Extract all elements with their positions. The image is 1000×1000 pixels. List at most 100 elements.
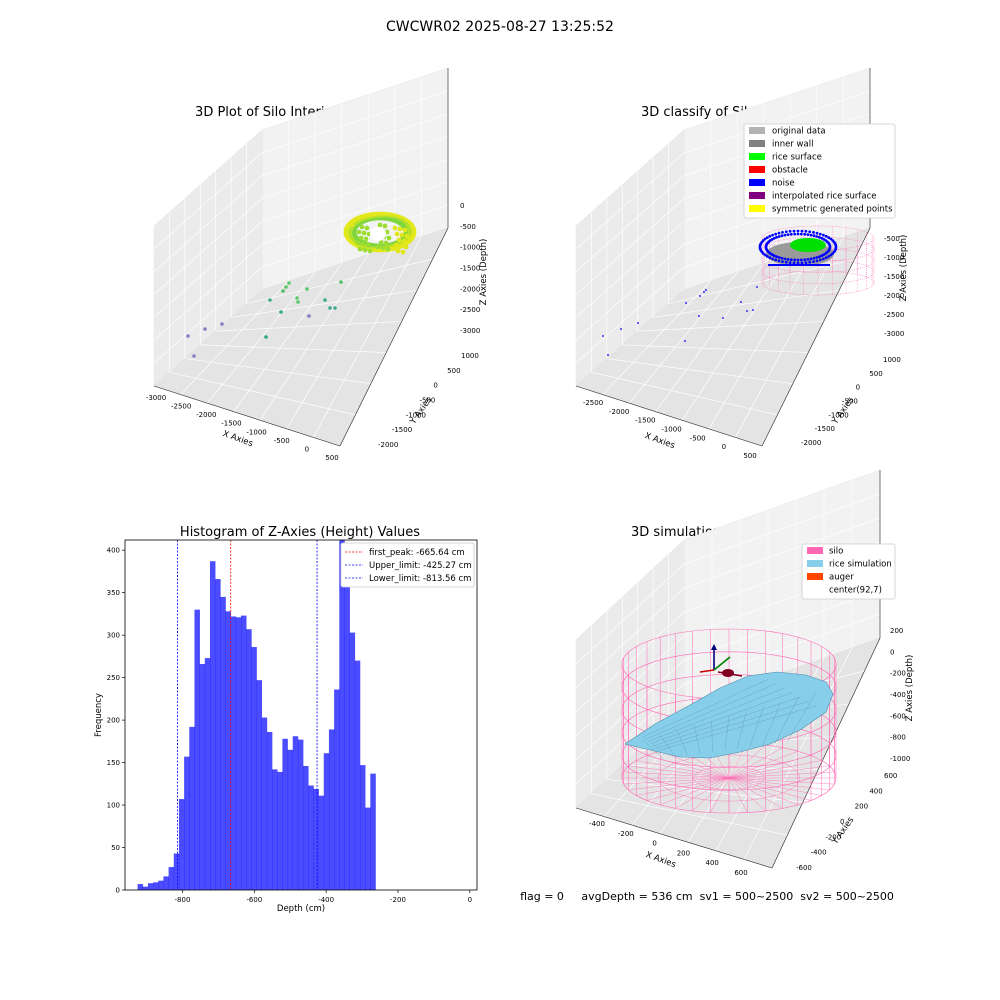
- grid-line: [575, 613, 881, 785]
- simulation-y-tick: -400: [811, 849, 827, 857]
- y-tick-label: 250: [107, 674, 120, 682]
- raw-cluster-point: [360, 241, 366, 247]
- raw-z-tick: -1500: [460, 265, 480, 273]
- histogram-bar: [215, 579, 221, 890]
- raw-cluster-point: [358, 235, 364, 241]
- noise-point: [607, 354, 609, 356]
- raw-cluster-point: [361, 230, 367, 236]
- x-tick-label: -400: [318, 896, 334, 904]
- raw-point: [339, 280, 343, 284]
- noise-point: [699, 295, 701, 297]
- silo-floor-spoke: [675, 777, 730, 809]
- histogram-y-ticks: 0 50 100 150 200 250 300 350 400: [107, 547, 125, 895]
- noise-ring-point: [777, 231, 781, 235]
- classify-x-tick: -2000: [609, 408, 629, 416]
- noise-ring-point: [783, 233, 787, 237]
- histogram-x-ticks: -800 -600 -400 -200 0: [175, 890, 472, 904]
- raw-z-tick: 0: [460, 202, 464, 210]
- raw-cluster-point: [365, 242, 371, 248]
- auger-shaft: [717, 671, 743, 677]
- raw-cluster-point: [386, 235, 392, 241]
- classify-y-tick: -2000: [801, 439, 821, 447]
- x-axis-line: [575, 807, 773, 869]
- raw-cluster-point: [359, 224, 365, 230]
- noise-ring-point: [822, 253, 826, 256]
- noise-ring-point: [771, 233, 774, 237]
- x-axis-line: [575, 385, 763, 447]
- classify-legend-label: rice surface: [772, 153, 822, 163]
- noise-point: [684, 340, 686, 342]
- classify-z-tick: -3000: [884, 330, 904, 338]
- histogram-bar: [272, 769, 278, 890]
- silo-floor-spoke: [728, 755, 812, 779]
- noise-ring-point: [820, 236, 824, 240]
- rice-mesh-line: [659, 734, 676, 757]
- raw-point: [220, 322, 224, 326]
- raw-y-tick: 1000: [461, 352, 479, 360]
- y-tick-label: 150: [107, 759, 120, 767]
- histogram-bar: [261, 717, 268, 890]
- histogram-bar: [370, 773, 376, 890]
- x-tick-label: -600: [246, 896, 262, 904]
- silo-floor-spoke: [660, 751, 730, 779]
- raw-point: [279, 310, 283, 314]
- x-tick-label: 0: [468, 896, 472, 904]
- histogram-bar: [287, 749, 294, 890]
- raw-point: [281, 289, 285, 293]
- classify-legend-frame: [743, 123, 896, 219]
- noise-point: [752, 309, 754, 311]
- auger-marker: [699, 644, 743, 677]
- raw-point: [305, 287, 309, 291]
- histogram-bar: [189, 726, 195, 890]
- raw-y-tick: 0: [433, 382, 437, 390]
- y-tick-label: 0: [116, 887, 120, 895]
- classify-legend-label: inner wall: [772, 140, 813, 150]
- classify-legend-label: symmetric generated points: [772, 205, 893, 215]
- raw-point: [186, 334, 190, 338]
- rice-mesh-line: [657, 705, 817, 751]
- raw-cluster-point: [380, 245, 386, 251]
- auger-y-arrow: [713, 656, 731, 671]
- rice-mesh-line: [787, 692, 816, 742]
- classify-legend-swatch: [749, 205, 765, 212]
- raw-cluster-point: [395, 248, 401, 254]
- noise-ring-point: [818, 255, 821, 259]
- raw-cluster-point: [394, 231, 400, 237]
- raw-cluster-point: [367, 248, 373, 254]
- y-tick-label: 50: [111, 844, 120, 852]
- raw-point: [323, 298, 327, 302]
- histogram-bar: [184, 756, 190, 890]
- histogram-bar: [251, 647, 257, 890]
- noise-point: [722, 317, 724, 319]
- histogram-bar: [344, 565, 350, 890]
- raw-x-tick: -500: [274, 437, 290, 445]
- grid-line: [153, 136, 449, 295]
- noise-ring-point: [789, 258, 793, 262]
- simulation-z-tick: 0: [890, 648, 894, 656]
- simulation-z-tick: 200: [890, 627, 903, 635]
- grid-line: [591, 793, 788, 836]
- classify-legend-swatch: [749, 140, 765, 147]
- noise-ring-point: [786, 233, 790, 237]
- simulation-y-tick: -600: [796, 864, 812, 872]
- classify-x-tick: -1500: [635, 417, 655, 425]
- raw-cluster-point: [356, 229, 362, 235]
- simulation-y-tick: 400: [869, 787, 882, 795]
- histogram-bars: [137, 540, 376, 890]
- status-footer: flag = 0 avgDepth = 536 cm sv1 = 500~250…: [520, 890, 894, 903]
- noise-ring-point: [788, 261, 792, 265]
- grid-line: [628, 272, 738, 404]
- raw-cluster-point: [383, 240, 389, 246]
- x-tick-label: -800: [175, 896, 191, 904]
- noise-ring-point: [803, 232, 807, 236]
- noise-ring-point: [800, 261, 804, 265]
- raw-x-tick: -1500: [221, 420, 241, 428]
- classify-y-tick: 1000: [883, 356, 901, 364]
- raw-x-tick: -2500: [171, 403, 191, 411]
- raw-point: [287, 281, 291, 285]
- silo-floor-spoke: [728, 760, 822, 779]
- classify-legend-swatch: [749, 179, 765, 186]
- grid-line: [169, 371, 356, 416]
- noise-ring-point: [792, 229, 796, 233]
- grid-line: [602, 280, 711, 395]
